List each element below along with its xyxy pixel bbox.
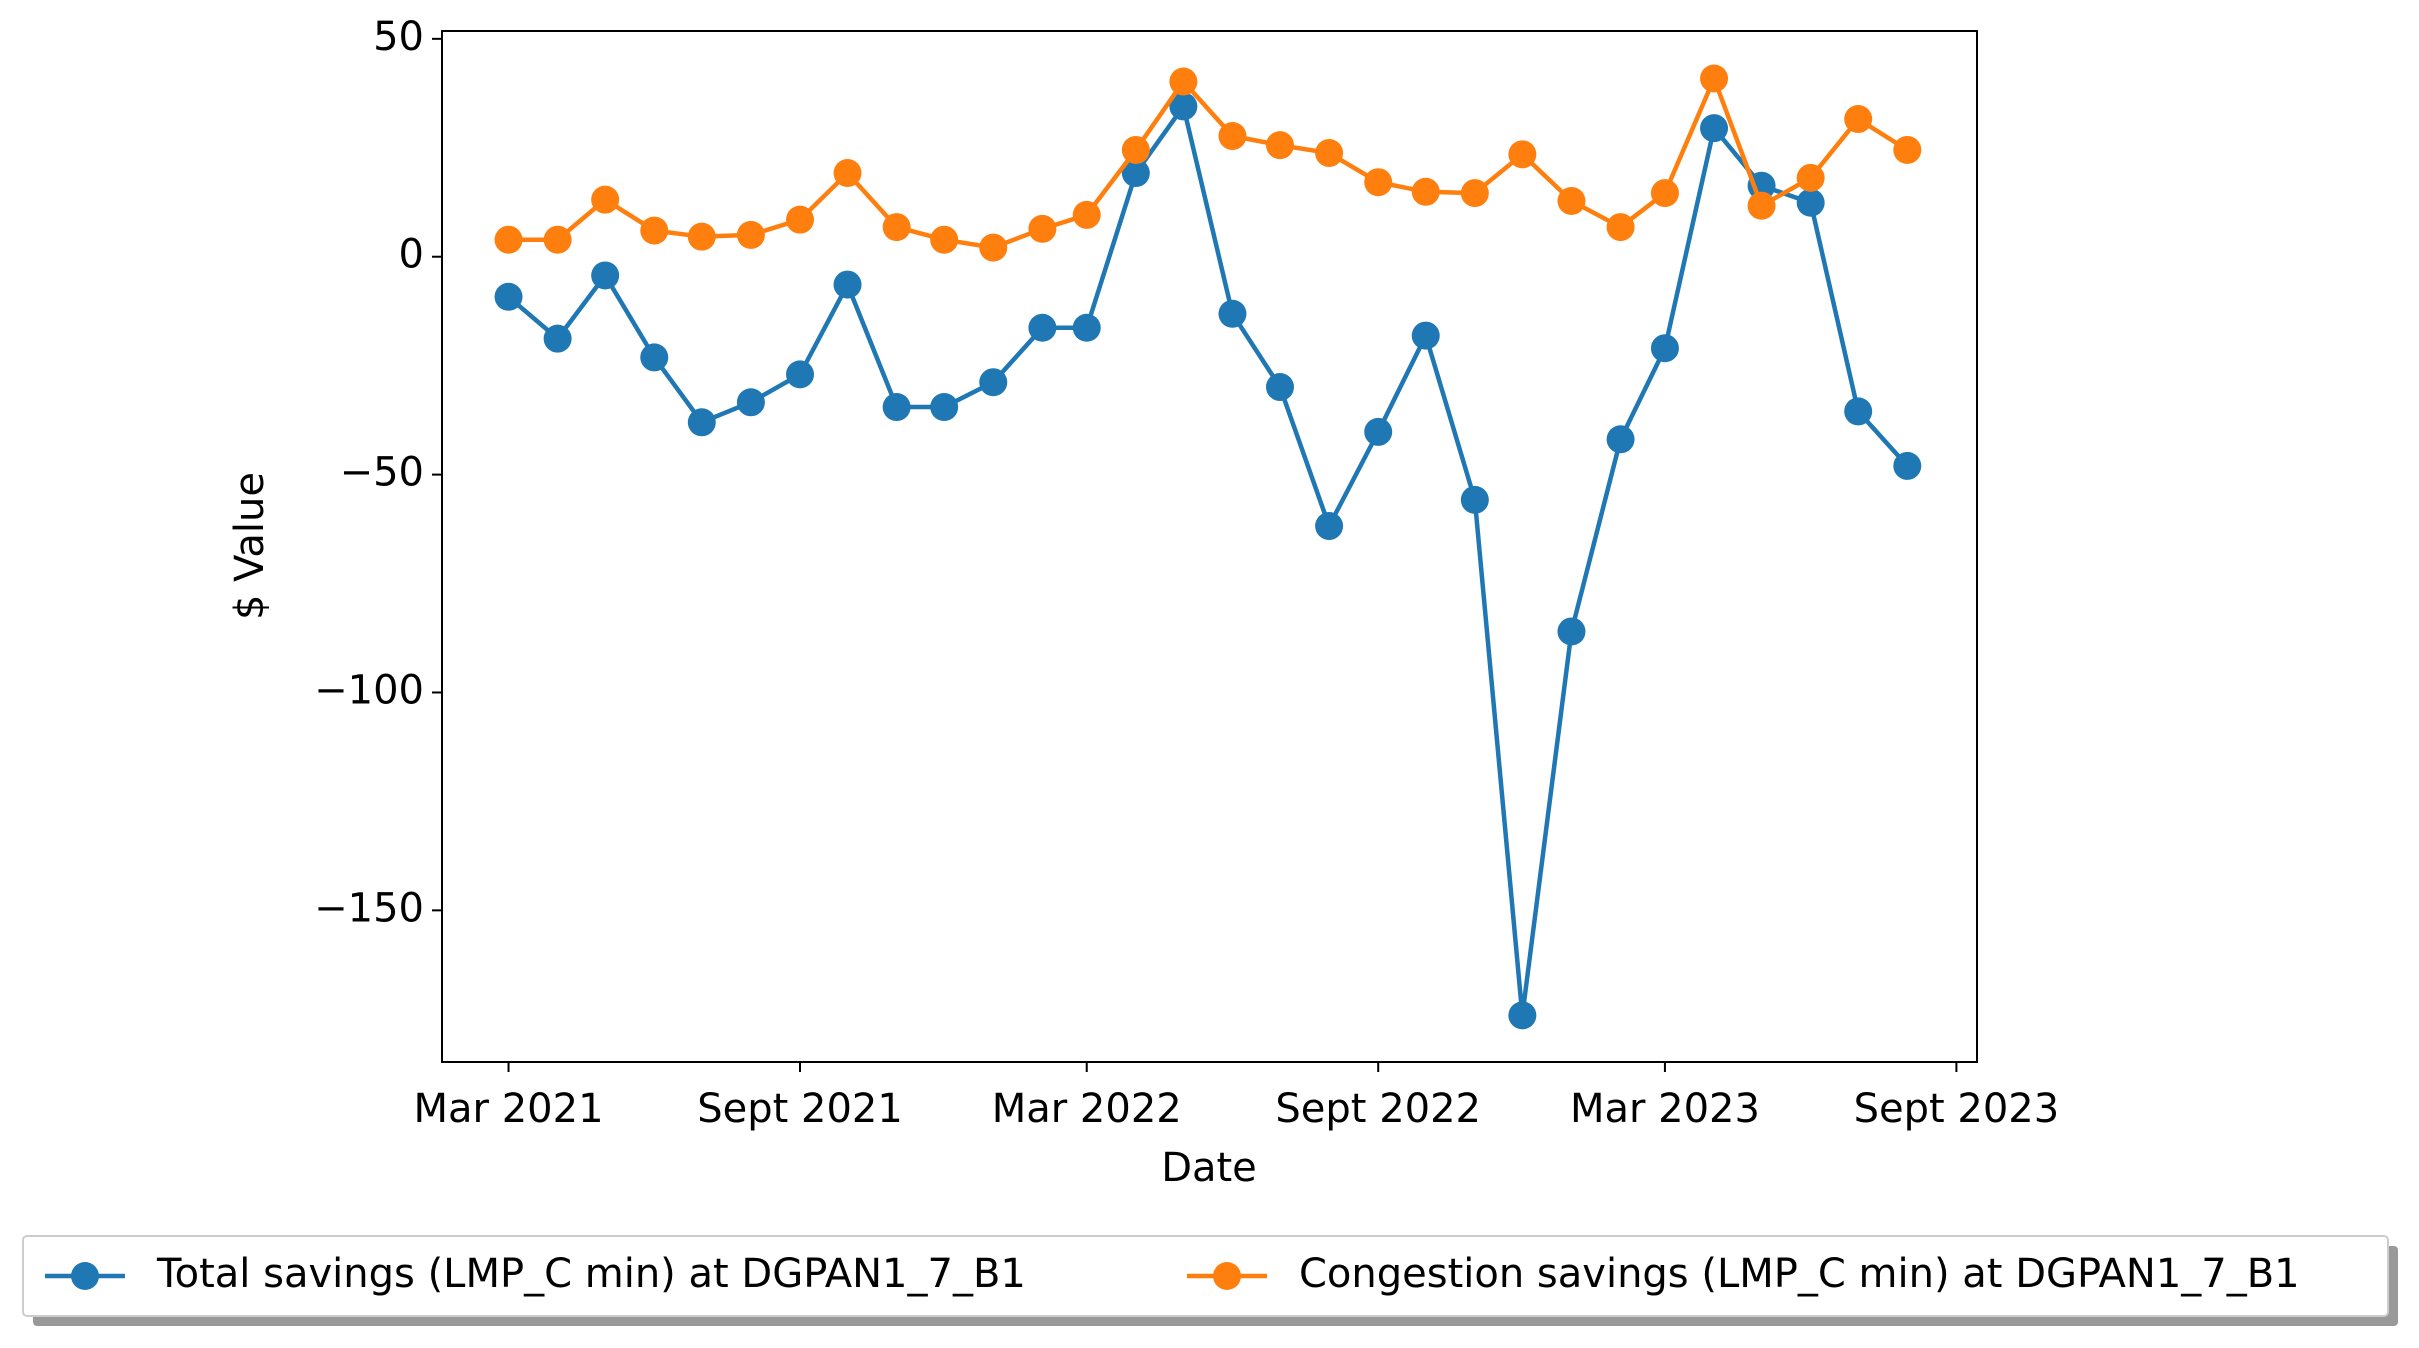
point	[1508, 1001, 1537, 1030]
point	[1557, 186, 1586, 215]
point	[979, 368, 1008, 397]
legend-marker	[1213, 1262, 1241, 1290]
series-line	[507, 101, 1909, 1016]
x-tick-label: Mar 2021	[414, 1086, 604, 1132]
point	[1169, 92, 1198, 121]
point	[736, 388, 765, 417]
x-tick-label: Mar 2022	[992, 1086, 1182, 1132]
point	[1460, 179, 1489, 208]
point	[1700, 64, 1729, 93]
point	[1796, 188, 1825, 217]
point	[1557, 617, 1586, 646]
x-axis-label: Date	[1161, 1145, 1257, 1191]
plot-frame	[441, 30, 1978, 1063]
point	[1844, 105, 1873, 134]
point	[1028, 214, 1057, 243]
x-tick-label: Sept 2022	[1275, 1086, 1481, 1132]
point	[1121, 135, 1150, 164]
point	[736, 220, 765, 249]
point	[1265, 131, 1294, 160]
point	[1650, 179, 1679, 208]
y-axis-label: $ Value	[227, 472, 273, 620]
series-line	[508, 72, 1909, 250]
point	[1508, 140, 1537, 169]
x-tick-label: Sept 2023	[1854, 1086, 2060, 1132]
y-tick-label: 50	[373, 14, 424, 60]
y-tick-label: −150	[314, 885, 424, 931]
point	[1460, 485, 1489, 514]
point	[1606, 213, 1635, 242]
point	[1028, 313, 1057, 342]
point	[1072, 313, 1101, 342]
x-tick-label: Sept 2021	[697, 1086, 903, 1132]
point	[640, 343, 669, 372]
point	[1606, 425, 1635, 454]
point	[1411, 321, 1440, 350]
point	[1315, 139, 1344, 168]
point	[494, 282, 523, 311]
point	[1265, 373, 1294, 402]
x-tick-label: Mar 2023	[1570, 1086, 1760, 1132]
point	[1072, 200, 1101, 229]
point	[1700, 114, 1729, 143]
point	[1893, 451, 1922, 480]
y-tick-label: −100	[314, 667, 424, 713]
legend-label: Congestion savings (LMP_C min) at DGPAN1…	[1299, 1251, 2300, 1297]
point	[1364, 417, 1393, 446]
point	[591, 261, 620, 290]
point	[1411, 177, 1440, 206]
point	[1364, 168, 1393, 197]
point	[687, 222, 716, 251]
point	[1169, 67, 1198, 96]
point	[543, 225, 572, 254]
point	[882, 393, 911, 422]
y-tick-label: −50	[340, 450, 424, 496]
point	[786, 360, 815, 389]
point	[930, 393, 959, 422]
point	[1315, 512, 1344, 541]
point	[687, 408, 716, 437]
point	[833, 270, 862, 299]
point	[1650, 334, 1679, 363]
legend-label: Total savings (LMP_C min) at DGPAN1_7_B1	[156, 1251, 1026, 1297]
point	[1893, 135, 1922, 164]
point	[1796, 163, 1825, 192]
point	[1121, 159, 1150, 188]
point	[543, 324, 572, 353]
point	[882, 213, 911, 242]
point	[1747, 191, 1776, 220]
point	[591, 185, 620, 214]
y-tick-label: 0	[399, 232, 424, 278]
legend-marker	[71, 1262, 99, 1290]
point	[494, 225, 523, 254]
point	[833, 159, 862, 188]
point	[1218, 299, 1247, 328]
point	[979, 233, 1008, 262]
point	[930, 225, 959, 254]
point	[786, 205, 815, 234]
point	[1218, 122, 1247, 151]
point	[1844, 397, 1873, 426]
point	[640, 216, 669, 245]
